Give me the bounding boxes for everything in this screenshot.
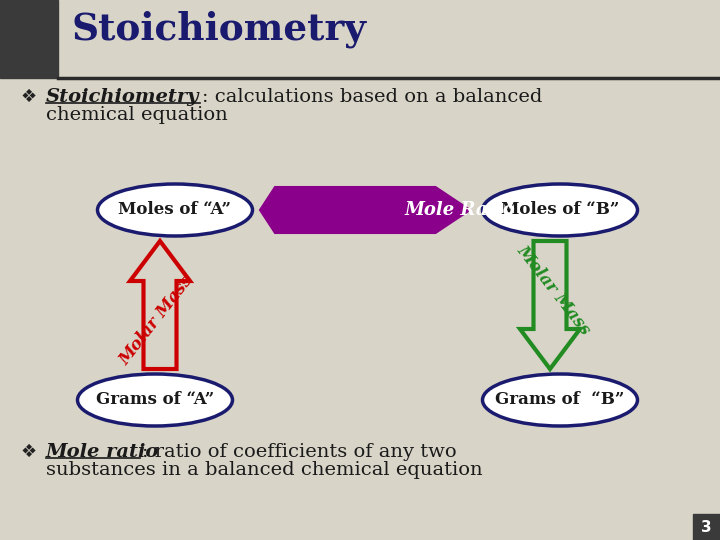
Ellipse shape <box>78 374 233 426</box>
Text: Grams of “A”: Grams of “A” <box>96 392 214 408</box>
Ellipse shape <box>97 184 253 236</box>
Text: Grams of  “B”: Grams of “B” <box>495 392 625 408</box>
Text: chemical equation: chemical equation <box>46 106 228 124</box>
Text: : calculations based on a balanced: : calculations based on a balanced <box>202 88 542 106</box>
Ellipse shape <box>482 374 637 426</box>
Bar <box>0 0 58 78</box>
Text: Moles of “A”: Moles of “A” <box>119 201 232 219</box>
Text: Molar Mass: Molar Mass <box>116 272 197 368</box>
Text: Mole Ratio: Mole Ratio <box>405 201 515 219</box>
Text: Stoichiometry: Stoichiometry <box>46 88 199 106</box>
Text: Moles of “B”: Moles of “B” <box>501 201 619 219</box>
Ellipse shape <box>482 184 637 236</box>
Text: Molar Mass: Molar Mass <box>514 242 594 338</box>
Text: ❖: ❖ <box>20 88 36 106</box>
Text: Stoichiometry: Stoichiometry <box>72 10 367 48</box>
Text: : ratio of coefficients of any two: : ratio of coefficients of any two <box>142 443 456 461</box>
Polygon shape <box>260 187 470 233</box>
Text: 3: 3 <box>701 519 711 535</box>
Text: substances in a balanced chemical equation: substances in a balanced chemical equati… <box>46 461 482 479</box>
Text: ❖: ❖ <box>20 443 36 461</box>
Text: Mole ratio: Mole ratio <box>46 443 159 461</box>
Bar <box>693 514 720 540</box>
